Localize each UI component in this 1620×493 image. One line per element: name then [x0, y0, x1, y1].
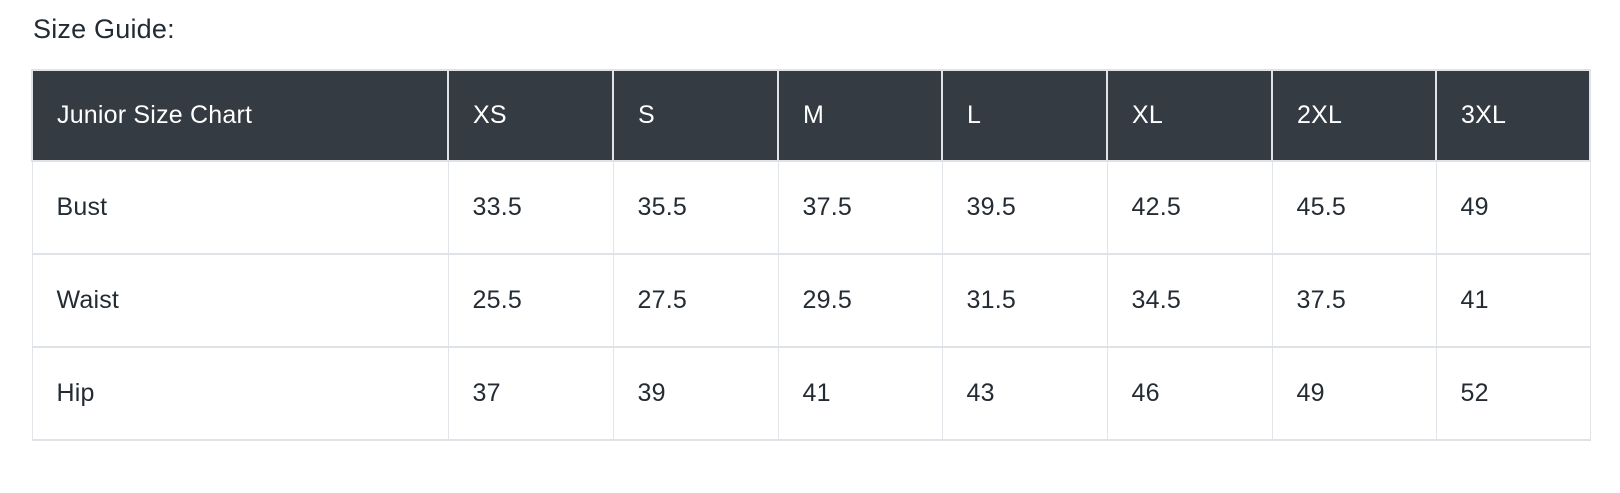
junior-size-chart-table: Junior Size Chart XS S M L XL 2XL 3XL Bu… [31, 69, 1591, 441]
row-label-hip: Hip [31, 346, 449, 441]
value-cell: 49 [1435, 160, 1591, 255]
value-cell: 52 [1435, 346, 1591, 441]
value-cell: 42.5 [1106, 160, 1273, 255]
value-cell: 37.5 [1271, 253, 1437, 348]
value-cell: 27.5 [612, 253, 779, 348]
value-cell: 46 [1106, 346, 1273, 441]
value-cell: 45.5 [1271, 160, 1437, 255]
value-cell: 31.5 [941, 253, 1108, 348]
header-cell-2xl: 2XL [1271, 69, 1437, 162]
size-guide-title: Size Guide: [33, 14, 175, 44]
value-cell: 39.5 [941, 160, 1108, 255]
value-cell: 43 [941, 346, 1108, 441]
value-cell: 37 [447, 346, 614, 441]
table-row-bust: Bust 33.5 35.5 37.5 39.5 42.5 45.5 49 [31, 160, 1591, 255]
row-label-waist: Waist [31, 253, 449, 348]
value-cell: 39 [612, 346, 779, 441]
header-cell-xl: XL [1106, 69, 1273, 162]
header-cell-s: S [612, 69, 779, 162]
value-cell: 33.5 [447, 160, 614, 255]
table-row-hip: Hip 37 39 41 43 46 49 52 [31, 346, 1591, 441]
header-cell-m: M [777, 69, 943, 162]
header-cell-chart-name: Junior Size Chart [31, 69, 449, 162]
table-row-waist: Waist 25.5 27.5 29.5 31.5 34.5 37.5 41 [31, 253, 1591, 348]
value-cell: 37.5 [777, 160, 943, 255]
value-cell: 35.5 [612, 160, 779, 255]
row-label-bust: Bust [31, 160, 449, 255]
value-cell: 49 [1271, 346, 1437, 441]
header-cell-3xl: 3XL [1435, 69, 1591, 162]
value-cell: 41 [1435, 253, 1591, 348]
table-header-row: Junior Size Chart XS S M L XL 2XL 3XL [31, 69, 1591, 162]
value-cell: 41 [777, 346, 943, 441]
value-cell: 34.5 [1106, 253, 1273, 348]
value-cell: 25.5 [447, 253, 614, 348]
value-cell: 29.5 [777, 253, 943, 348]
header-cell-xs: XS [447, 69, 614, 162]
header-cell-l: L [941, 69, 1108, 162]
